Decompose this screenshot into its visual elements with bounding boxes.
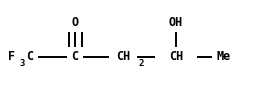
Text: Me: Me xyxy=(217,50,231,63)
Text: OH: OH xyxy=(169,16,183,29)
Text: 3: 3 xyxy=(19,59,25,68)
Text: C: C xyxy=(71,50,79,63)
Text: CH: CH xyxy=(169,50,183,63)
Text: C: C xyxy=(26,50,33,63)
Text: 2: 2 xyxy=(139,59,144,68)
Text: O: O xyxy=(71,16,79,29)
Text: CH: CH xyxy=(116,50,130,63)
Text: F: F xyxy=(8,50,15,63)
